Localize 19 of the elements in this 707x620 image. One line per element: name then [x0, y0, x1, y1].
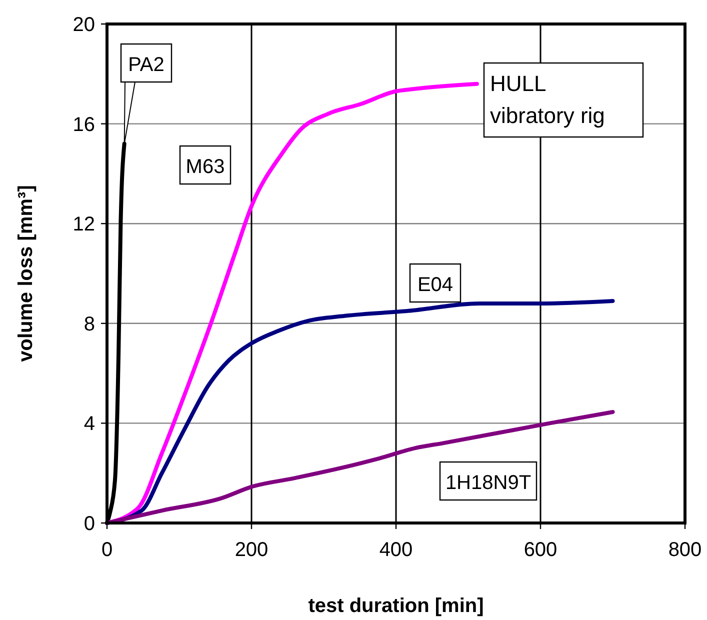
x-tick-label: 200	[234, 539, 268, 561]
series-label: M63	[186, 156, 225, 178]
y-axis-title: volume loss [mm³]	[15, 185, 37, 362]
y-tick-label: 0	[84, 513, 95, 535]
x-tick-label: 800	[668, 539, 702, 561]
series-label: E04	[417, 274, 454, 296]
annotation: HULL vibratory rig	[490, 71, 605, 128]
series-label: 1H18N9T	[445, 472, 532, 494]
text: PA2	[128, 54, 164, 76]
x-tick-label: 400	[379, 539, 413, 561]
x-tick-label: 0	[101, 539, 113, 561]
x-tick-label: 600	[524, 539, 558, 561]
line-series	[105, 410, 615, 525]
x-axis-title: test duration [min]	[308, 595, 484, 617]
y-tick-label: 20	[72, 14, 95, 36]
y-tick-label: 4	[84, 413, 95, 436]
y-tick-label: 16	[72, 114, 95, 136]
y-tick-label: 12	[72, 214, 95, 236]
y-tick-label: 8	[84, 313, 95, 336]
